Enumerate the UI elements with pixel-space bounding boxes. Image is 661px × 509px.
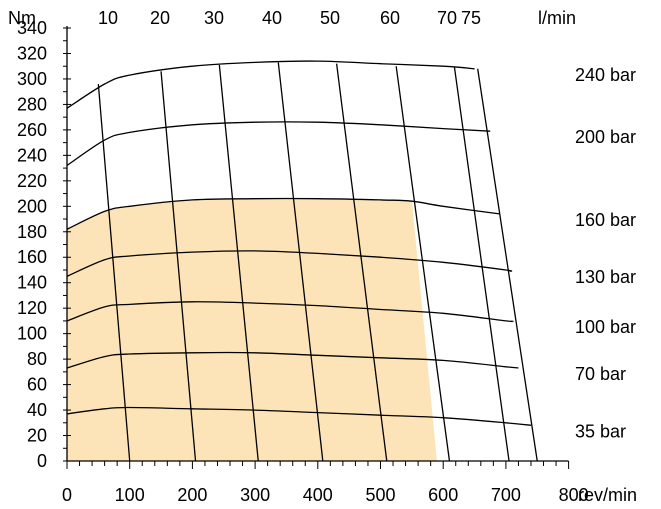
flow-line <box>395 66 451 462</box>
y-tick-label: 180 <box>17 222 47 242</box>
y-tick-label: 80 <box>27 349 47 369</box>
y-tick-label: 20 <box>27 426 47 446</box>
flow-tick-label: 40 <box>262 8 282 28</box>
y-axis-label: Nm <box>8 8 36 28</box>
y-tick-label: 0 <box>37 451 47 471</box>
x-tick-label: 600 <box>428 485 458 505</box>
y-tick-label: 320 <box>17 43 47 63</box>
pressure-curve <box>66 406 532 426</box>
series-label: 160 bar <box>575 210 636 230</box>
series-label: 35 bar <box>575 421 626 441</box>
flow-tick-label: 75 <box>461 8 481 28</box>
flow-line <box>160 71 197 462</box>
y-tick-label: 100 <box>17 324 47 344</box>
y-tick-label: 220 <box>17 171 47 191</box>
x-tick-label: 700 <box>491 485 521 505</box>
y-tick-label: 200 <box>17 196 47 216</box>
pressure-curve <box>66 351 519 369</box>
x-tick-label: 100 <box>115 485 145 505</box>
flow-line <box>453 67 510 462</box>
y-tick-label: 340 <box>17 18 47 38</box>
series-label: 130 bar <box>575 267 636 287</box>
flow-line <box>277 62 324 462</box>
flow-tick-label: 30 <box>204 8 224 28</box>
flow-tick-label: 50 <box>320 8 340 28</box>
flow-lines <box>97 62 538 462</box>
flow-line <box>97 83 131 462</box>
y-tick-label: 280 <box>17 94 47 114</box>
series-label: 200 bar <box>575 127 636 147</box>
x-tick-label: 800 <box>559 485 589 505</box>
flow-line <box>335 63 388 462</box>
pressure-curve <box>66 301 514 323</box>
labels: Nm l/min rev/min 35 bar 70 bar 100 bar 130 … <box>8 8 637 505</box>
x-axis-label: rev/min <box>578 485 637 505</box>
x-tick-label: 200 <box>177 485 207 505</box>
x-tick-label: 400 <box>303 485 333 505</box>
continuous-operation-region <box>67 198 437 462</box>
top-axis-label: l/min <box>538 8 576 28</box>
x-tick-label: 300 <box>240 485 270 505</box>
pressure-curves <box>66 60 532 426</box>
y-tick-label: 160 <box>17 247 47 267</box>
flow-tick-label: 70 <box>437 8 457 28</box>
x-tick-label: 0 <box>62 485 72 505</box>
y-tick-label: 240 <box>17 145 47 165</box>
y-tick-label: 300 <box>17 69 47 89</box>
y-tick-label: 40 <box>27 400 47 420</box>
pressure-curve <box>66 250 513 277</box>
y-tick-label: 60 <box>27 375 47 395</box>
axes <box>63 26 570 469</box>
flow-line <box>218 64 259 462</box>
series-label: 70 bar <box>575 364 626 384</box>
continuous-region-fill <box>67 198 437 462</box>
flow-tick-label: 10 <box>98 8 118 28</box>
flow-tick-label: 20 <box>150 8 170 28</box>
pressure-curve <box>66 60 475 109</box>
x-tick-label: 500 <box>365 485 395 505</box>
pressure-curve <box>66 121 491 167</box>
series-label: 100 bar <box>575 317 636 337</box>
y-tick-label: 260 <box>17 120 47 140</box>
y-tick-label: 140 <box>17 273 47 293</box>
y-tick-label: 120 <box>17 298 47 318</box>
pressure-curve <box>66 197 500 230</box>
flow-tick-label: 60 <box>380 8 400 28</box>
flow-line <box>477 68 538 462</box>
series-label: 240 bar <box>575 65 636 85</box>
